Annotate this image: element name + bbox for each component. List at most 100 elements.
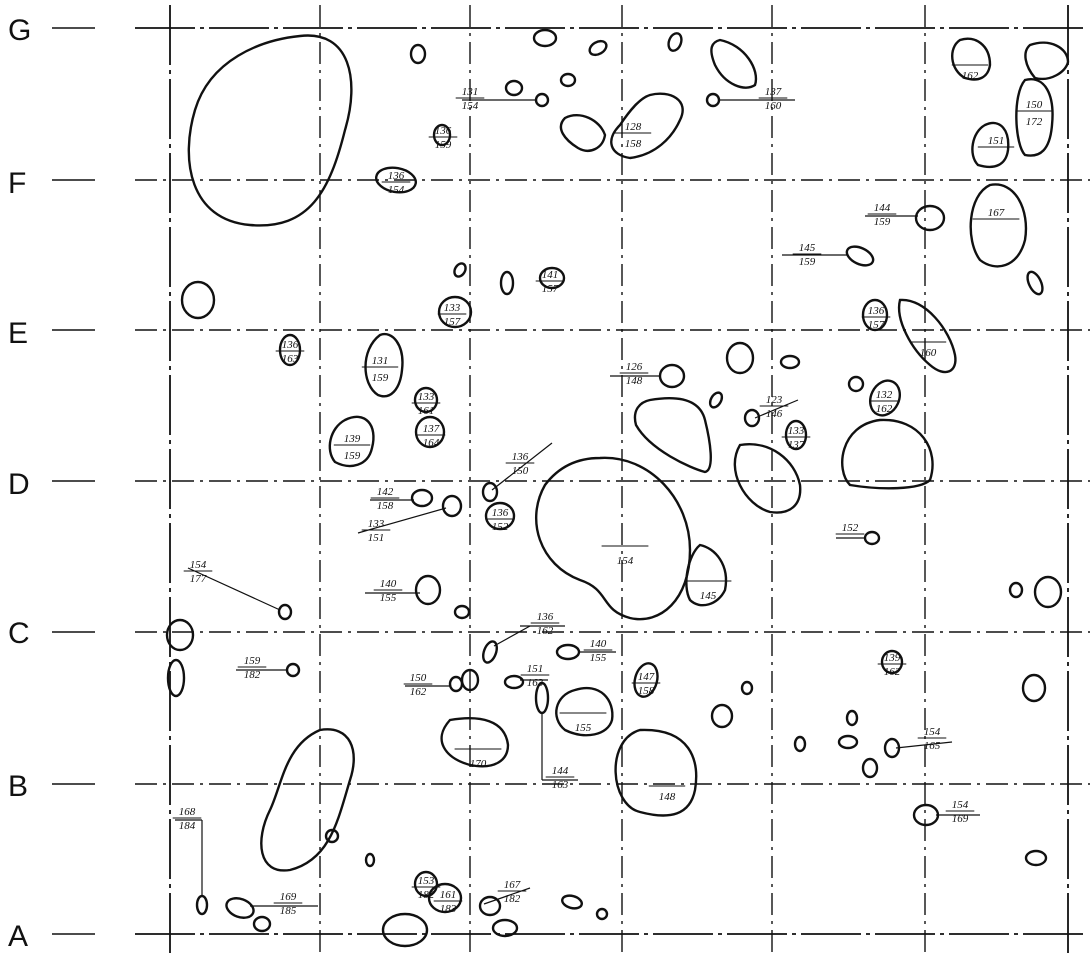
row-ticks [52, 27, 95, 935]
elevation-top: 168 [179, 806, 196, 818]
row-label-f: F [8, 167, 26, 200]
elevation-top: 136 [492, 507, 509, 519]
elevation-top: 136 [435, 125, 452, 137]
elevation-bottom: 169 [952, 813, 969, 825]
elevation-bottom: 182 [504, 893, 521, 905]
elevation-bottom: 164 [423, 437, 440, 449]
elevation-bottom: 162 [876, 403, 893, 415]
elevation-label: 155 [559, 712, 607, 734]
elevation-top: 142 [377, 486, 394, 498]
elevation-top: 128 [625, 121, 642, 133]
elevation-bottom: 177 [190, 573, 207, 585]
row-label-b: B [8, 770, 28, 803]
elevation-bottom: 184 [179, 820, 196, 832]
elevation-bottom: 159 [344, 450, 361, 462]
elevation-bottom: 146 [766, 408, 783, 420]
elevation-top: 136 [512, 451, 529, 463]
elevation-bottom: 154 [388, 184, 405, 196]
grid-lines [135, 5, 1090, 955]
elevation-bottom: 158 [638, 685, 655, 697]
elevation-top: 141 [542, 269, 559, 281]
elevation-bottom: 148 [659, 791, 676, 803]
elevation-bottom: 165 [924, 740, 941, 752]
elevation-bottom: 137 [788, 439, 805, 451]
elevation-bottom: 157 [868, 319, 885, 331]
elevation-label: 170 [454, 748, 502, 770]
elevation-bottom: 162 [537, 625, 554, 637]
elevation-label: 154 [601, 545, 649, 567]
elevation-bottom: 159 [799, 256, 816, 268]
elevation-top: 144 [552, 765, 569, 777]
row-label-c: C [8, 617, 30, 650]
elevation-bottom: 182 [244, 669, 261, 681]
elevation-bottom: 160 [765, 100, 782, 112]
elevation-bottom: 154 [462, 100, 479, 112]
elevation-top: 131 [372, 355, 389, 367]
elevation-bottom: 155 [380, 592, 397, 604]
elevation-top: 151 [988, 135, 1005, 147]
elevation-bottom: 157 [542, 283, 559, 295]
elevation-top: 169 [280, 891, 297, 903]
elevation-label: 167 [972, 207, 1020, 220]
elevation-bottom: 163 [282, 353, 299, 365]
elevation-top: 152 [842, 522, 859, 534]
elevation-bottom: 159 [435, 139, 452, 151]
elevation-bottom: 155 [575, 722, 592, 734]
elevation-bottom: 158 [377, 500, 394, 512]
elevation-bottom: 161 [418, 405, 435, 417]
elevation-top: 133 [418, 391, 435, 403]
elevation-top: 150 [1026, 99, 1043, 111]
elevation-top: 154 [952, 799, 969, 811]
elevation-bottom: 162 [962, 70, 979, 82]
elevation-top: 133 [788, 425, 805, 437]
elevation-bottom: 150 [512, 465, 529, 477]
elevation-top: 144 [874, 202, 891, 214]
elevation-bottom: 185 [280, 905, 297, 917]
elevation-bottom: 157 [444, 316, 461, 328]
elevation-bottom: 159 [372, 372, 389, 384]
elevation-bottom: 183 [440, 903, 457, 915]
elevation-label: 148 [648, 785, 686, 803]
elevation-bottom: 162 [884, 666, 901, 678]
elevation-bottom: 160 [920, 347, 937, 359]
elevation-bottom: 163 [527, 677, 544, 689]
site-frame [135, 5, 1085, 955]
elevation-bottom: 162 [410, 686, 427, 698]
elevation-top: 131 [462, 86, 479, 98]
elevation-top: 133 [444, 302, 461, 314]
elevation-bottom: 159 [874, 216, 891, 228]
elevation-top: 139 [344, 433, 361, 445]
elevation-top: 154 [190, 559, 207, 571]
elevation-top: 140 [590, 638, 607, 650]
elevation-labels: 1311541371601281581361591621501721511671… [172, 64, 1053, 917]
elevation-top: 167 [504, 879, 521, 891]
elevation-bottom: 154 [617, 555, 634, 567]
elevation-top: 139 [884, 652, 901, 664]
